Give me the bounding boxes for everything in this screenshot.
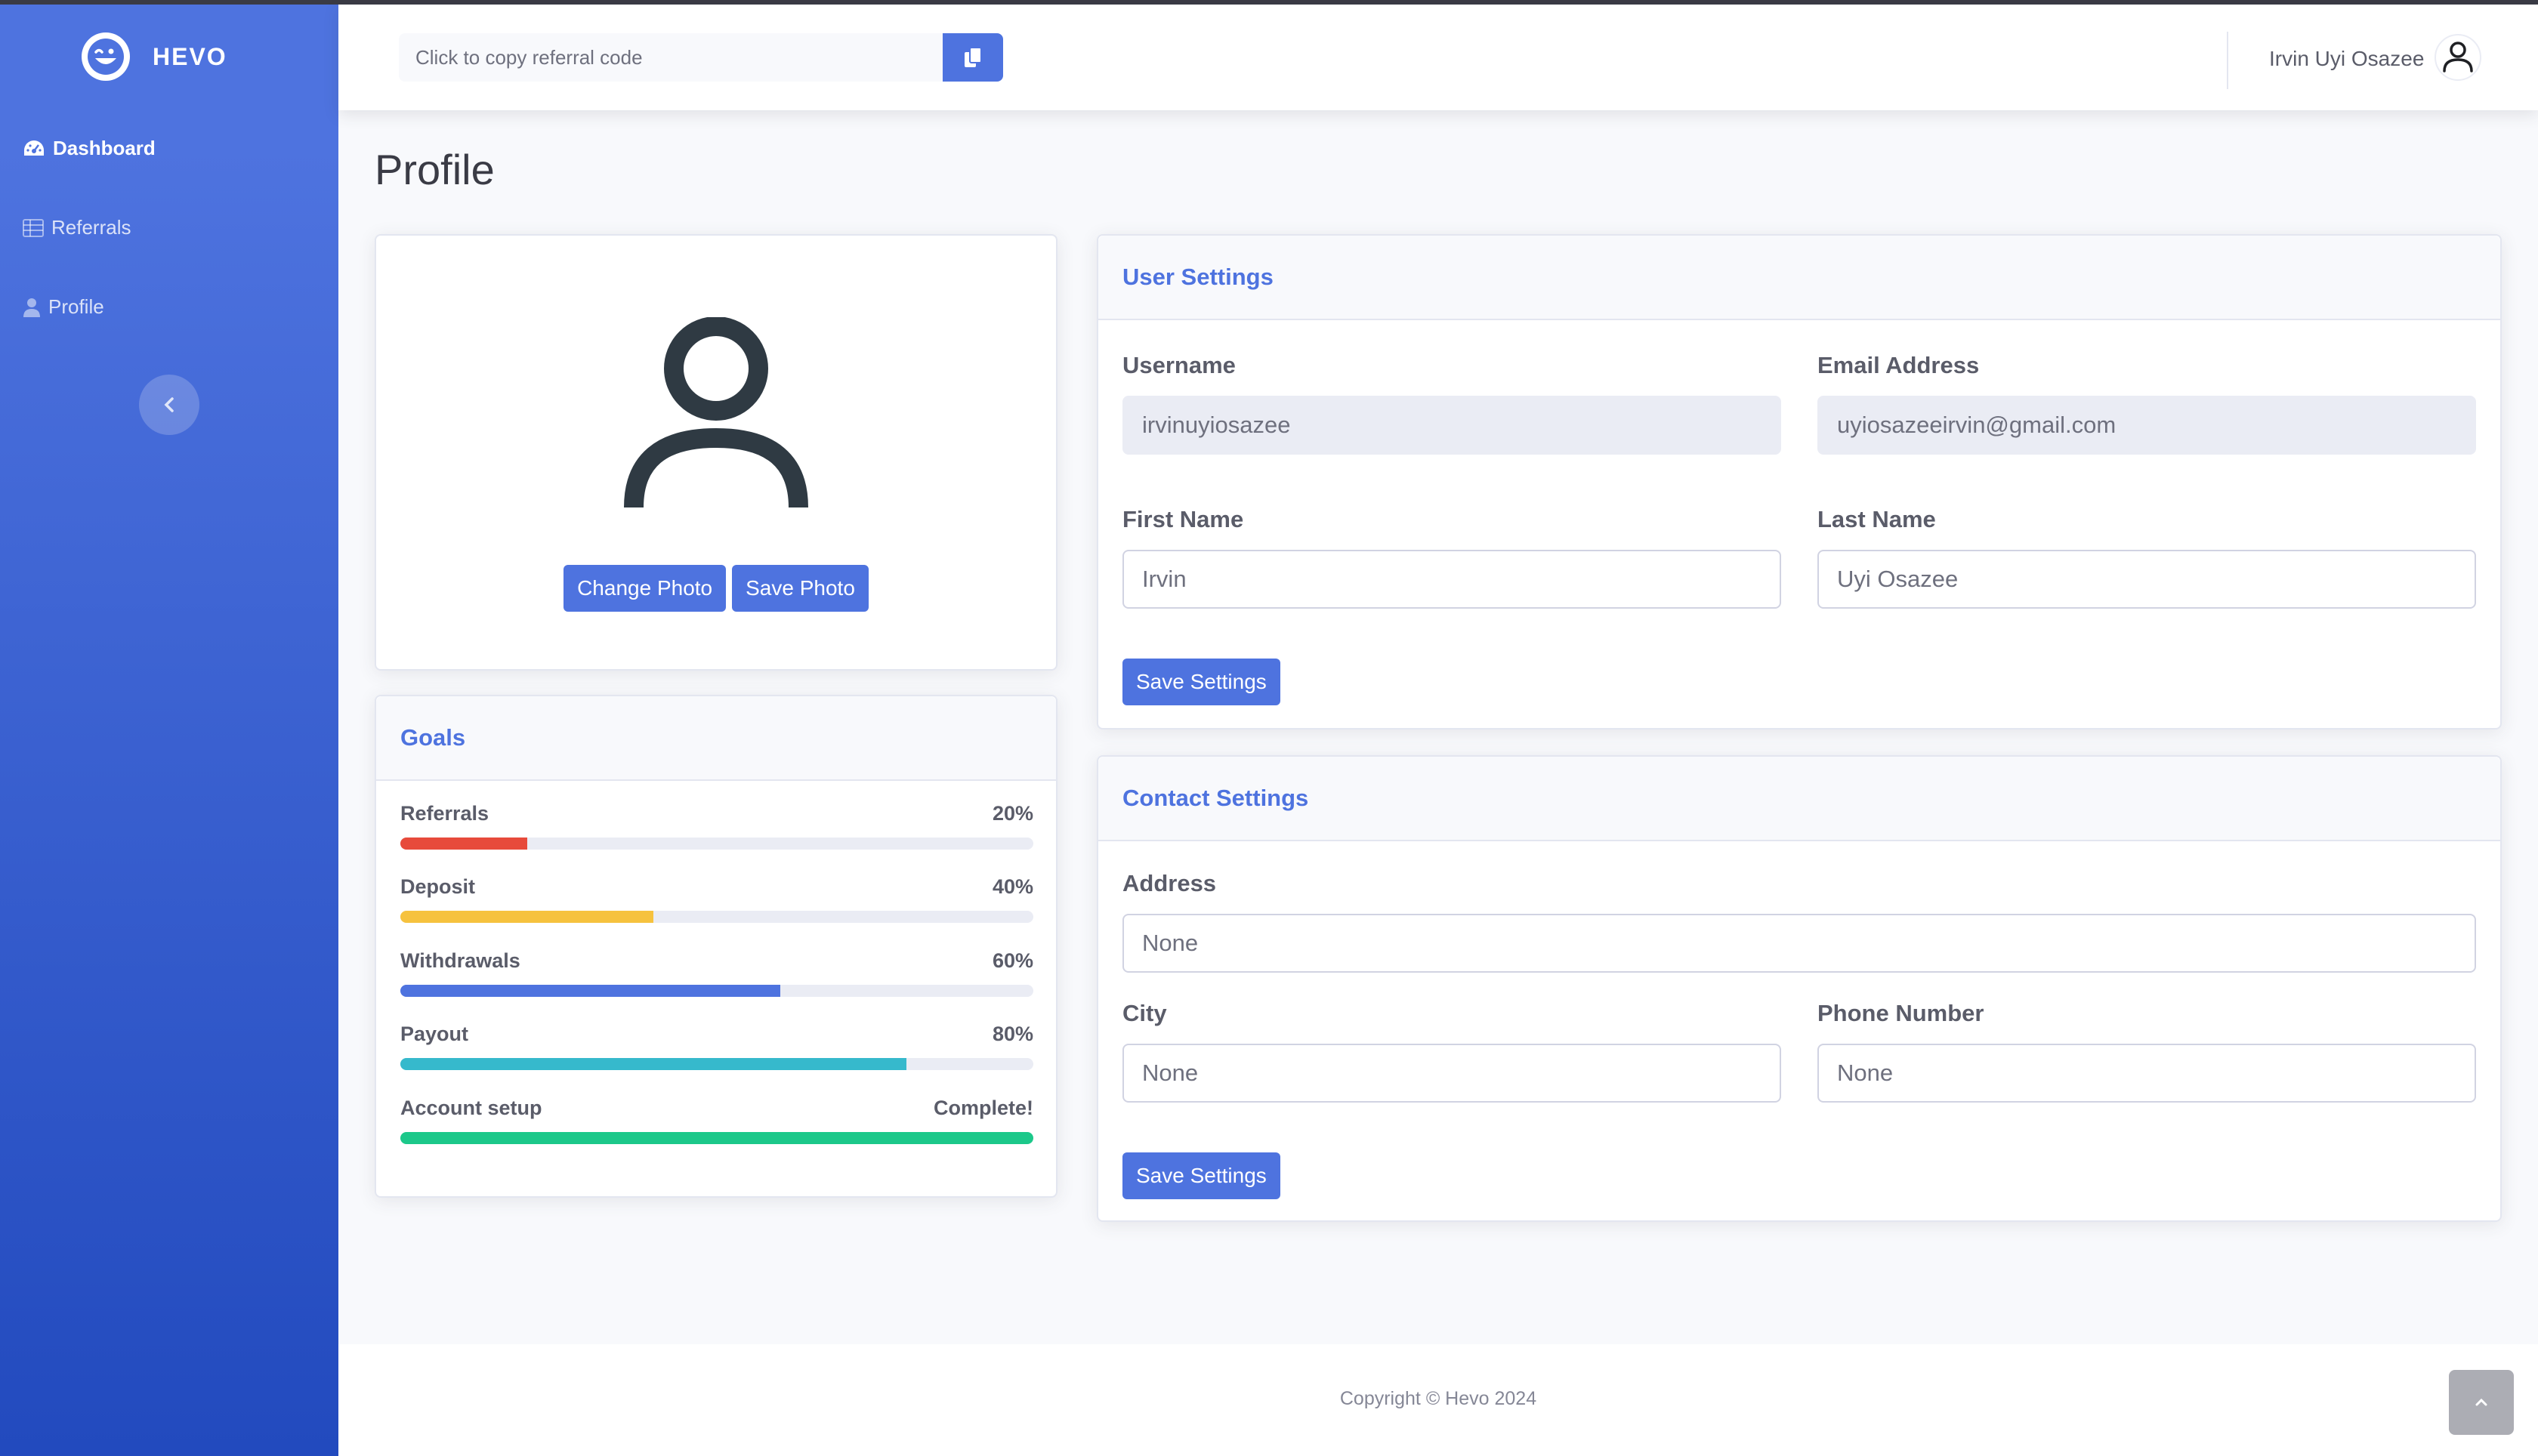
- footer: Copyright © Hevo 2024: [338, 1344, 2538, 1456]
- sidebar-item-profile[interactable]: Profile: [0, 267, 338, 347]
- sidebar-item-label: Referrals: [51, 216, 131, 239]
- goal-progress: [400, 1058, 1033, 1070]
- contact-settings-title: Contact Settings: [1098, 757, 2500, 841]
- top-border: [0, 0, 2538, 5]
- goal-label: Account setup: [400, 1097, 542, 1119]
- last-name-label: Last Name: [1817, 506, 1936, 532]
- address-label: Address: [1122, 870, 1217, 896]
- profile-photo-card: Change Photo Save Photo: [375, 234, 1058, 671]
- referral-group: [399, 33, 1003, 82]
- app-wrapper: HEVO Dashboard Referrals: [0, 5, 2538, 1456]
- city-label: City: [1122, 1000, 1167, 1026]
- phone-label: Phone Number: [1817, 1000, 1984, 1026]
- goal-progress-bar: [400, 1058, 907, 1070]
- change-photo-button[interactable]: Change Photo: [563, 565, 727, 612]
- save-user-settings-button[interactable]: Save Settings: [1122, 659, 1280, 705]
- copy-icon: [965, 47, 982, 67]
- phone-field[interactable]: [1817, 1044, 2476, 1103]
- email-field[interactable]: [1817, 396, 2476, 455]
- goal-value: 40%: [992, 875, 1033, 898]
- username-label: Username: [1122, 352, 1236, 378]
- goal-label: Withdrawals: [400, 949, 520, 972]
- goal-progress: [400, 985, 1033, 997]
- contact-settings-card: Contact Settings Address City Phone Numb…: [1097, 755, 2502, 1222]
- goal-item: Referrals 20%: [400, 802, 1033, 850]
- goal-label: Payout: [400, 1023, 469, 1045]
- username-field[interactable]: [1122, 396, 1781, 455]
- goal-label: Deposit: [400, 875, 476, 898]
- goals-card: Goals Referrals 20% Deposit 40% Withdrawal…: [375, 695, 1058, 1198]
- goal-progress-bar: [400, 1132, 1033, 1144]
- sidebar-item-dashboard[interactable]: Dashboard: [0, 109, 338, 188]
- email-label: Email Address: [1817, 352, 1980, 378]
- tachometer-icon: [24, 140, 44, 156]
- user-settings-title: User Settings: [1098, 236, 2500, 320]
- scroll-to-top-button[interactable]: [2449, 1370, 2514, 1435]
- goals-title: Goals: [376, 696, 1056, 781]
- page-title: Profile: [375, 146, 495, 193]
- sidebar-item-referrals[interactable]: Referrals: [0, 188, 338, 267]
- goal-item: Deposit 40%: [400, 875, 1033, 923]
- goal-value: 80%: [992, 1023, 1033, 1045]
- referral-code-input[interactable]: [399, 33, 943, 82]
- goal-progress: [400, 838, 1033, 850]
- brand-name: HEVO: [153, 42, 227, 70]
- first-name-label: First Name: [1122, 506, 1244, 532]
- goal-progress-bar: [400, 911, 654, 923]
- goal-item: Withdrawals 60%: [400, 949, 1033, 997]
- topbar: Irvin Uyi Osazee: [338, 5, 2538, 110]
- city-field[interactable]: [1122, 1044, 1781, 1103]
- user-settings-card: User Settings Username Email Address Fir…: [1097, 234, 2502, 730]
- sidebar-item-label: Dashboard: [53, 137, 156, 159]
- goal-progress-bar: [400, 838, 527, 850]
- address-field[interactable]: [1122, 914, 2476, 973]
- goal-value: 20%: [992, 802, 1033, 825]
- goal-label: Referrals: [400, 802, 489, 825]
- first-name-field[interactable]: [1122, 550, 1781, 609]
- sidebar-toggle-button[interactable]: [139, 375, 199, 435]
- goal-value: Complete!: [933, 1097, 1033, 1119]
- chevron-left-icon: [164, 397, 174, 412]
- goal-progress-bar: [400, 985, 780, 997]
- sidebar-item-label: Profile: [48, 295, 104, 318]
- profile-avatar-icon: [624, 317, 808, 508]
- content-wrapper: Irvin Uyi Osazee Profile Change Photo Sa…: [338, 5, 2538, 1456]
- brand[interactable]: HEVO: [0, 5, 338, 109]
- table-icon: [23, 218, 44, 237]
- photo-buttons: Change Photo Save Photo: [376, 565, 1056, 612]
- copyright-text: Copyright © Hevo 2024: [1339, 1388, 1537, 1409]
- user-avatar-icon[interactable]: [2434, 33, 2482, 82]
- goal-progress: [400, 911, 1033, 923]
- goal-progress: [400, 1132, 1033, 1144]
- chevron-up-icon: [2475, 1398, 2487, 1406]
- goal-item: Payout 80%: [400, 1023, 1033, 1070]
- save-photo-button[interactable]: Save Photo: [732, 565, 869, 612]
- goal-value: 60%: [992, 949, 1033, 972]
- save-contact-settings-button[interactable]: Save Settings: [1122, 1152, 1280, 1199]
- last-name-field[interactable]: [1817, 550, 2476, 609]
- user-icon: [23, 298, 40, 317]
- user-name[interactable]: Irvin Uyi Osazee: [2269, 47, 2425, 70]
- topbar-divider: [2227, 32, 2228, 89]
- brand-logo-icon: [82, 32, 130, 81]
- goal-item: Account setup Complete!: [400, 1097, 1033, 1144]
- sidebar: HEVO Dashboard Referrals: [0, 5, 338, 1456]
- copy-referral-button[interactable]: [943, 33, 1003, 82]
